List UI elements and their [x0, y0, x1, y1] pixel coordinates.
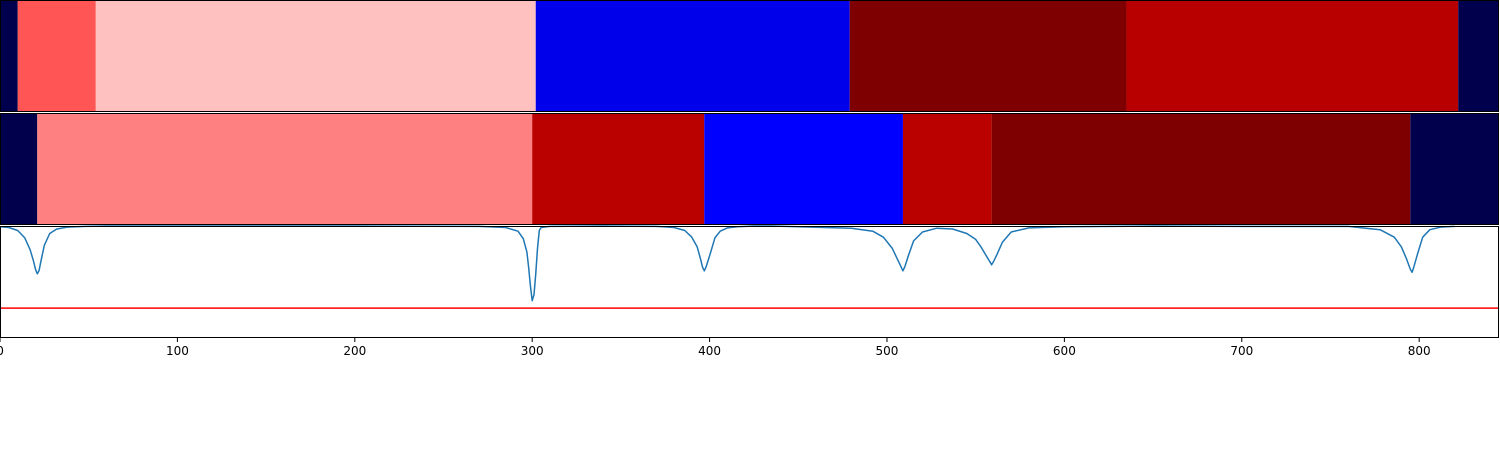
- axes-frame-2: [0, 226, 1499, 338]
- x-tick-label-8: 800: [1408, 344, 1431, 358]
- segment-bar-1-0: [0, 113, 38, 225]
- x-tick-label-3: 300: [521, 344, 544, 358]
- x-tick-label-7: 700: [1230, 344, 1253, 358]
- segment-bar-0-3: [535, 0, 850, 112]
- segment-bar-0-6: [1458, 0, 1499, 112]
- segment-bar-0-4: [849, 0, 1127, 112]
- segment-panel-middle: [0, 113, 1499, 225]
- axes-frame-1: [0, 113, 1499, 225]
- segment-bar-0-5: [1126, 0, 1459, 112]
- segment-bar-1-6: [1410, 113, 1499, 225]
- line-panel: [0, 225, 1499, 309]
- segment-bar-1-2: [532, 113, 705, 225]
- segment-bar-1-5: [991, 113, 1411, 225]
- segment-bar-1-3: [704, 113, 903, 225]
- axes-frames: [0, 0, 1499, 338]
- segment-bar-1-4: [902, 113, 992, 225]
- signal-line: [0, 225, 1455, 302]
- axes-frame-0: [0, 0, 1499, 112]
- x-tick-label-4: 400: [698, 344, 721, 358]
- x-tick-label-0: 0: [0, 344, 4, 358]
- x-tick-label-1: 100: [166, 344, 189, 358]
- segment-bar-0-1: [17, 0, 96, 112]
- segment-bar-1-1: [37, 113, 533, 225]
- x-tick-label-6: 600: [1053, 344, 1076, 358]
- x-tick-label-5: 500: [876, 344, 899, 358]
- x-axis: 0 100 200 300 400 500 600 700 800: [0, 338, 1431, 358]
- segment-bar-0-0: [0, 0, 18, 112]
- segment-panel-top: [0, 0, 1499, 112]
- x-tick-label-2: 200: [343, 344, 366, 358]
- segment-bar-0-2: [95, 0, 536, 112]
